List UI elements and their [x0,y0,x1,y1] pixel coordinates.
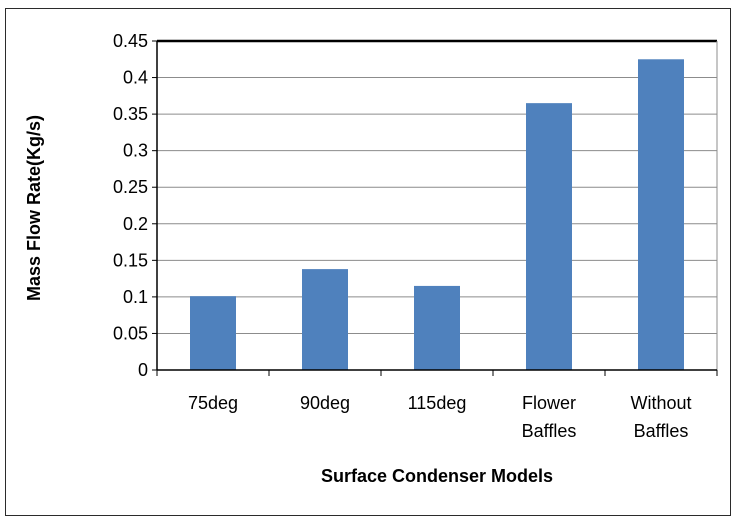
x-tick-label: Without Baffles [630,393,691,441]
bar [302,269,348,370]
y-tick-label: 0.25 [113,177,148,197]
bar [190,296,236,370]
y-tick-label: 0.1 [123,287,148,307]
y-tick-label: 0.4 [123,68,148,88]
x-tick-labels: 75deg 90deg 115deg Flower Baffles Without Baff… [188,393,692,441]
bars [190,59,684,371]
y-axis-title: Mass Flow Rate(Kg/s) [24,115,44,301]
y-tick-label: 0.3 [123,141,148,161]
y-tick-label: 0.15 [113,250,148,270]
axes [152,39,718,376]
y-tick-label: 0.2 [123,214,148,234]
y-tick-label: 0 [138,360,148,380]
x-tick-label: 115deg [408,393,467,413]
y-tick-labels: 0 0.05 0.1 0.15 0.2 0.25 0.3 0.35 0.4 0.45 [113,31,148,380]
y-tick-label: 0.35 [113,104,148,124]
x-axis-title: Surface Condenser Models [321,466,553,486]
x-tick-label: 90deg [300,393,350,413]
bar [638,59,684,371]
y-tick-label: 0.05 [113,323,148,343]
x-tick-label: 75deg [188,393,238,413]
x-tick-label: Flower Baffles [522,393,577,441]
chart-frame [5,8,731,516]
bar [526,103,572,371]
bar [414,285,460,370]
y-tick-label: 0.45 [113,31,148,51]
